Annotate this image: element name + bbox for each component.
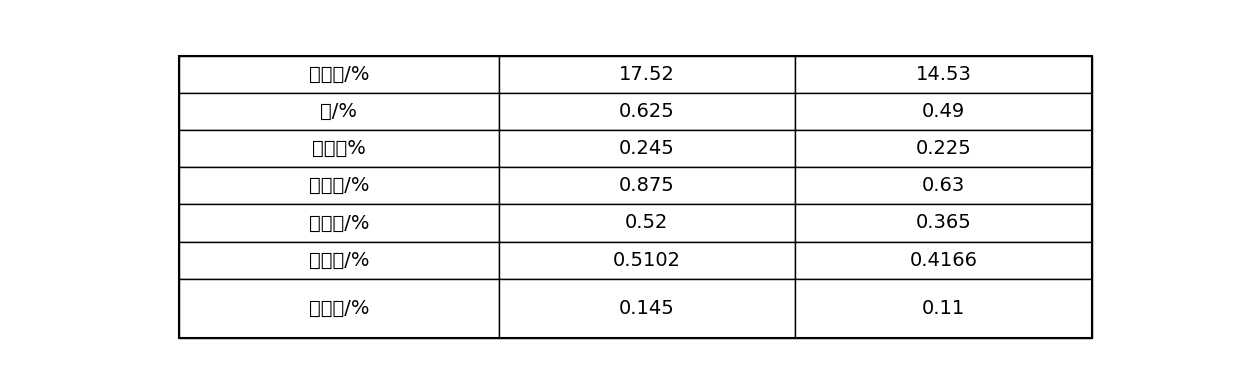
Text: 赖氨酸/%: 赖氨酸/% [309,176,370,195]
Polygon shape [498,204,795,241]
Text: 14.53: 14.53 [915,65,972,84]
Polygon shape [179,167,498,204]
Polygon shape [498,130,795,167]
Text: 色氨酸/%: 色氨酸/% [309,299,370,318]
Text: 0.11: 0.11 [923,299,965,318]
Text: 0.245: 0.245 [619,139,675,158]
Text: 0.875: 0.875 [619,176,675,195]
Text: 0.63: 0.63 [923,176,965,195]
Polygon shape [179,241,498,279]
Polygon shape [498,167,795,204]
Polygon shape [498,241,795,279]
Polygon shape [498,93,795,130]
Polygon shape [795,130,1092,167]
Polygon shape [795,167,1092,204]
Polygon shape [795,93,1092,130]
Polygon shape [498,56,795,93]
Text: 苏氨酸/%: 苏氨酸/% [309,251,370,269]
Polygon shape [179,56,498,93]
Text: 0.145: 0.145 [619,299,675,318]
Polygon shape [795,279,1092,338]
Polygon shape [498,279,795,338]
Text: 0.4166: 0.4166 [910,251,977,269]
Polygon shape [795,56,1092,93]
Text: 馒/%: 馒/% [320,102,357,121]
Polygon shape [795,241,1092,279]
Text: 0.225: 0.225 [916,139,971,158]
Polygon shape [795,204,1092,241]
Text: 0.625: 0.625 [619,102,675,121]
Polygon shape [179,130,498,167]
Polygon shape [179,93,498,130]
Text: 17.52: 17.52 [619,65,675,84]
Text: 0.5102: 0.5102 [613,251,681,269]
Text: 0.365: 0.365 [916,213,971,232]
Text: 0.52: 0.52 [625,213,668,232]
Text: 0.49: 0.49 [923,102,965,121]
Text: 有效磷%: 有效磷% [311,139,366,158]
Polygon shape [179,279,498,338]
Text: 粗蛋白/%: 粗蛋白/% [309,65,370,84]
Polygon shape [179,204,498,241]
Text: 蛋氨酸/%: 蛋氨酸/% [309,213,370,232]
